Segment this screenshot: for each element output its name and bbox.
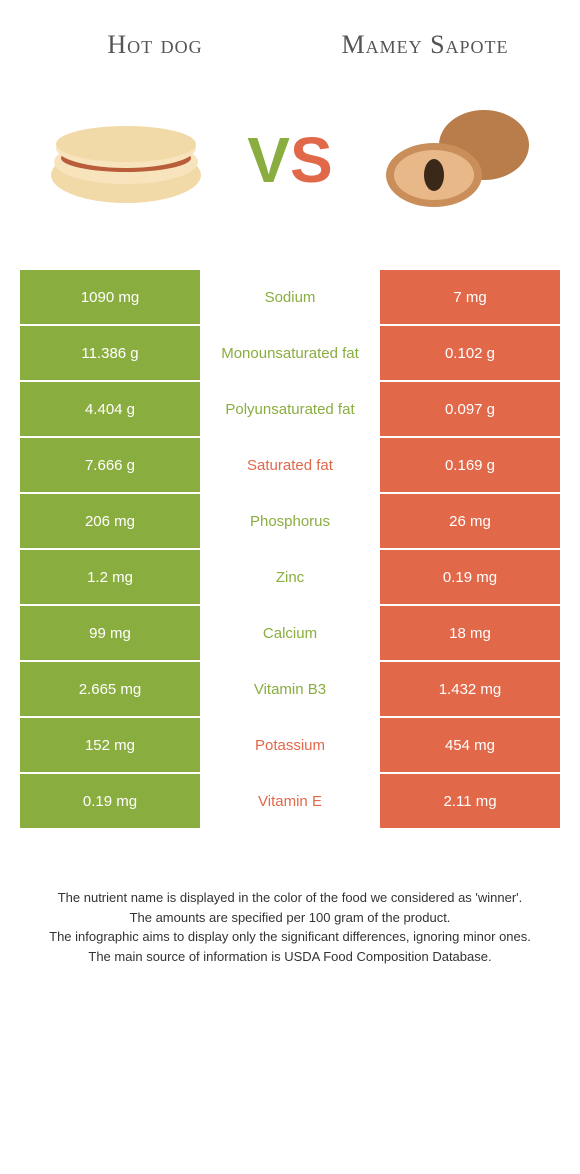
comparison-table: 1090 mgSodium7 mg11.386 gMonounsaturated… bbox=[20, 270, 560, 828]
right-value: 18 mg bbox=[380, 606, 560, 660]
left-value: 152 mg bbox=[20, 718, 200, 772]
hot-dog-image bbox=[36, 90, 216, 230]
nutrient-name: Polyunsaturated fat bbox=[200, 382, 380, 436]
right-value: 0.102 g bbox=[380, 326, 560, 380]
right-value: 0.19 mg bbox=[380, 550, 560, 604]
nutrient-name: Vitamin E bbox=[200, 774, 380, 828]
nutrient-name: Zinc bbox=[200, 550, 380, 604]
images-row: VS bbox=[20, 80, 560, 240]
footnotes: The nutrient name is displayed in the co… bbox=[40, 888, 540, 966]
nutrient-name: Phosphorus bbox=[200, 494, 380, 548]
table-row: 2.665 mgVitamin B31.432 mg bbox=[20, 662, 560, 716]
left-value: 4.404 g bbox=[20, 382, 200, 436]
nutrient-name: Monounsaturated fat bbox=[200, 326, 380, 380]
right-value: 7 mg bbox=[380, 270, 560, 324]
table-row: 206 mgPhosphorus26 mg bbox=[20, 494, 560, 548]
footnote-4: The main source of information is USDA F… bbox=[40, 947, 540, 967]
footnote-1: The nutrient name is displayed in the co… bbox=[40, 888, 540, 908]
nutrient-name: Saturated fat bbox=[200, 438, 380, 492]
table-row: 99 mgCalcium18 mg bbox=[20, 606, 560, 660]
right-value: 454 mg bbox=[380, 718, 560, 772]
nutrient-name: Potassium bbox=[200, 718, 380, 772]
header-row: Hot dog Mamey Sapote bbox=[20, 30, 560, 60]
left-value: 2.665 mg bbox=[20, 662, 200, 716]
left-value: 7.666 g bbox=[20, 438, 200, 492]
right-value: 0.169 g bbox=[380, 438, 560, 492]
left-value: 1.2 mg bbox=[20, 550, 200, 604]
nutrient-name: Sodium bbox=[200, 270, 380, 324]
nutrient-name: Calcium bbox=[200, 606, 380, 660]
left-food-title: Hot dog bbox=[34, 30, 277, 60]
table-row: 7.666 gSaturated fat0.169 g bbox=[20, 438, 560, 492]
right-value: 2.11 mg bbox=[380, 774, 560, 828]
right-food-title: Mamey Sapote bbox=[304, 30, 547, 60]
vs-label: VS bbox=[247, 123, 332, 197]
right-value: 1.432 mg bbox=[380, 662, 560, 716]
vs-v: V bbox=[247, 124, 290, 196]
table-row: 4.404 gPolyunsaturated fat0.097 g bbox=[20, 382, 560, 436]
footnote-3: The infographic aims to display only the… bbox=[40, 927, 540, 947]
nutrient-name: Vitamin B3 bbox=[200, 662, 380, 716]
footnote-2: The amounts are specified per 100 gram o… bbox=[40, 908, 540, 928]
table-row: 11.386 gMonounsaturated fat0.102 g bbox=[20, 326, 560, 380]
left-value: 1090 mg bbox=[20, 270, 200, 324]
mamey-sapote-image bbox=[364, 90, 544, 230]
left-value: 206 mg bbox=[20, 494, 200, 548]
left-value: 11.386 g bbox=[20, 326, 200, 380]
table-row: 152 mgPotassium454 mg bbox=[20, 718, 560, 772]
table-row: 1.2 mgZinc0.19 mg bbox=[20, 550, 560, 604]
table-row: 0.19 mgVitamin E2.11 mg bbox=[20, 774, 560, 828]
right-value: 0.097 g bbox=[380, 382, 560, 436]
vs-s: S bbox=[290, 124, 333, 196]
left-value: 99 mg bbox=[20, 606, 200, 660]
left-value: 0.19 mg bbox=[20, 774, 200, 828]
right-value: 26 mg bbox=[380, 494, 560, 548]
table-row: 1090 mgSodium7 mg bbox=[20, 270, 560, 324]
